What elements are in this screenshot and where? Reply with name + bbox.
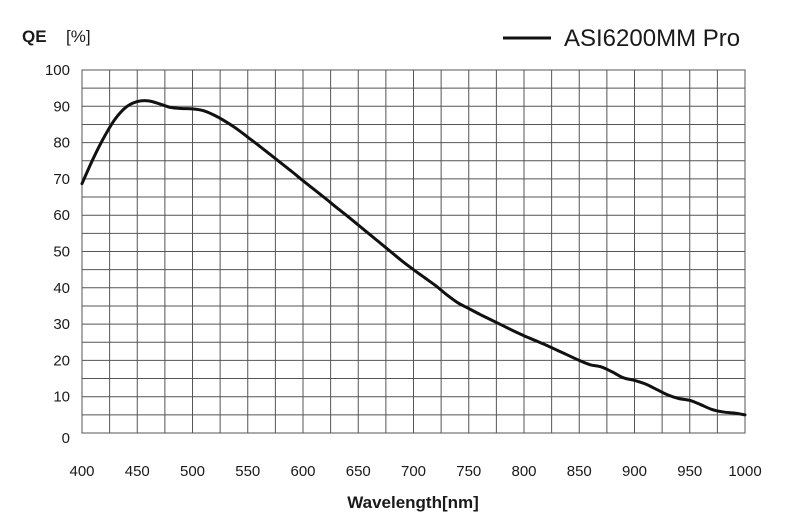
series-layer bbox=[80, 99, 747, 417]
y-axis-unit: [%] bbox=[66, 27, 91, 46]
y-tick-label: 60 bbox=[53, 207, 70, 224]
x-tick-label: 400 bbox=[69, 463, 94, 480]
y-tick-label: 30 bbox=[53, 316, 70, 333]
x-tick-label: 700 bbox=[401, 463, 426, 480]
y-tick-label: 0 bbox=[62, 430, 70, 447]
y-tick-label: 100 bbox=[45, 62, 70, 79]
y-tick-label: 90 bbox=[53, 98, 70, 115]
x-tick-label: 1000 bbox=[728, 463, 761, 480]
x-tick-label: 650 bbox=[346, 463, 371, 480]
x-tick-label: 800 bbox=[511, 463, 536, 480]
x-tick-label: 950 bbox=[677, 463, 702, 480]
x-tick-label: 550 bbox=[235, 463, 260, 480]
x-tick-label: 850 bbox=[567, 463, 592, 480]
series-line-0 bbox=[80, 99, 747, 417]
y-tick-label: 80 bbox=[53, 135, 70, 152]
plot-frame bbox=[81, 69, 746, 434]
y-tick-label: 10 bbox=[53, 389, 70, 406]
legend-label: ASI6200MM Pro bbox=[564, 25, 740, 52]
y-axis-title: QE bbox=[22, 27, 47, 46]
x-tick-label: 450 bbox=[125, 463, 150, 480]
x-tick-label: 750 bbox=[456, 463, 481, 480]
y-tick-label: 20 bbox=[53, 352, 70, 369]
x-tick-label: 900 bbox=[622, 463, 647, 480]
x-axis-title: Wavelength[nm] bbox=[347, 493, 479, 512]
y-tick-label: 70 bbox=[53, 171, 70, 188]
y-tick-label: 40 bbox=[53, 280, 70, 297]
y-axis-ticks: 0 10 20 30 40 50 60 70 80 90 100 bbox=[45, 62, 70, 447]
x-tick-label: 500 bbox=[180, 463, 205, 480]
x-axis-ticks: 400 450 500 550 600 650 700 750 800 850 900 950 1000 bbox=[69, 463, 761, 480]
y-tick-label: 50 bbox=[53, 244, 70, 261]
grid bbox=[81, 69, 746, 434]
x-tick-label: 600 bbox=[290, 463, 315, 480]
legend: ASI6200MM Pro bbox=[503, 25, 740, 52]
